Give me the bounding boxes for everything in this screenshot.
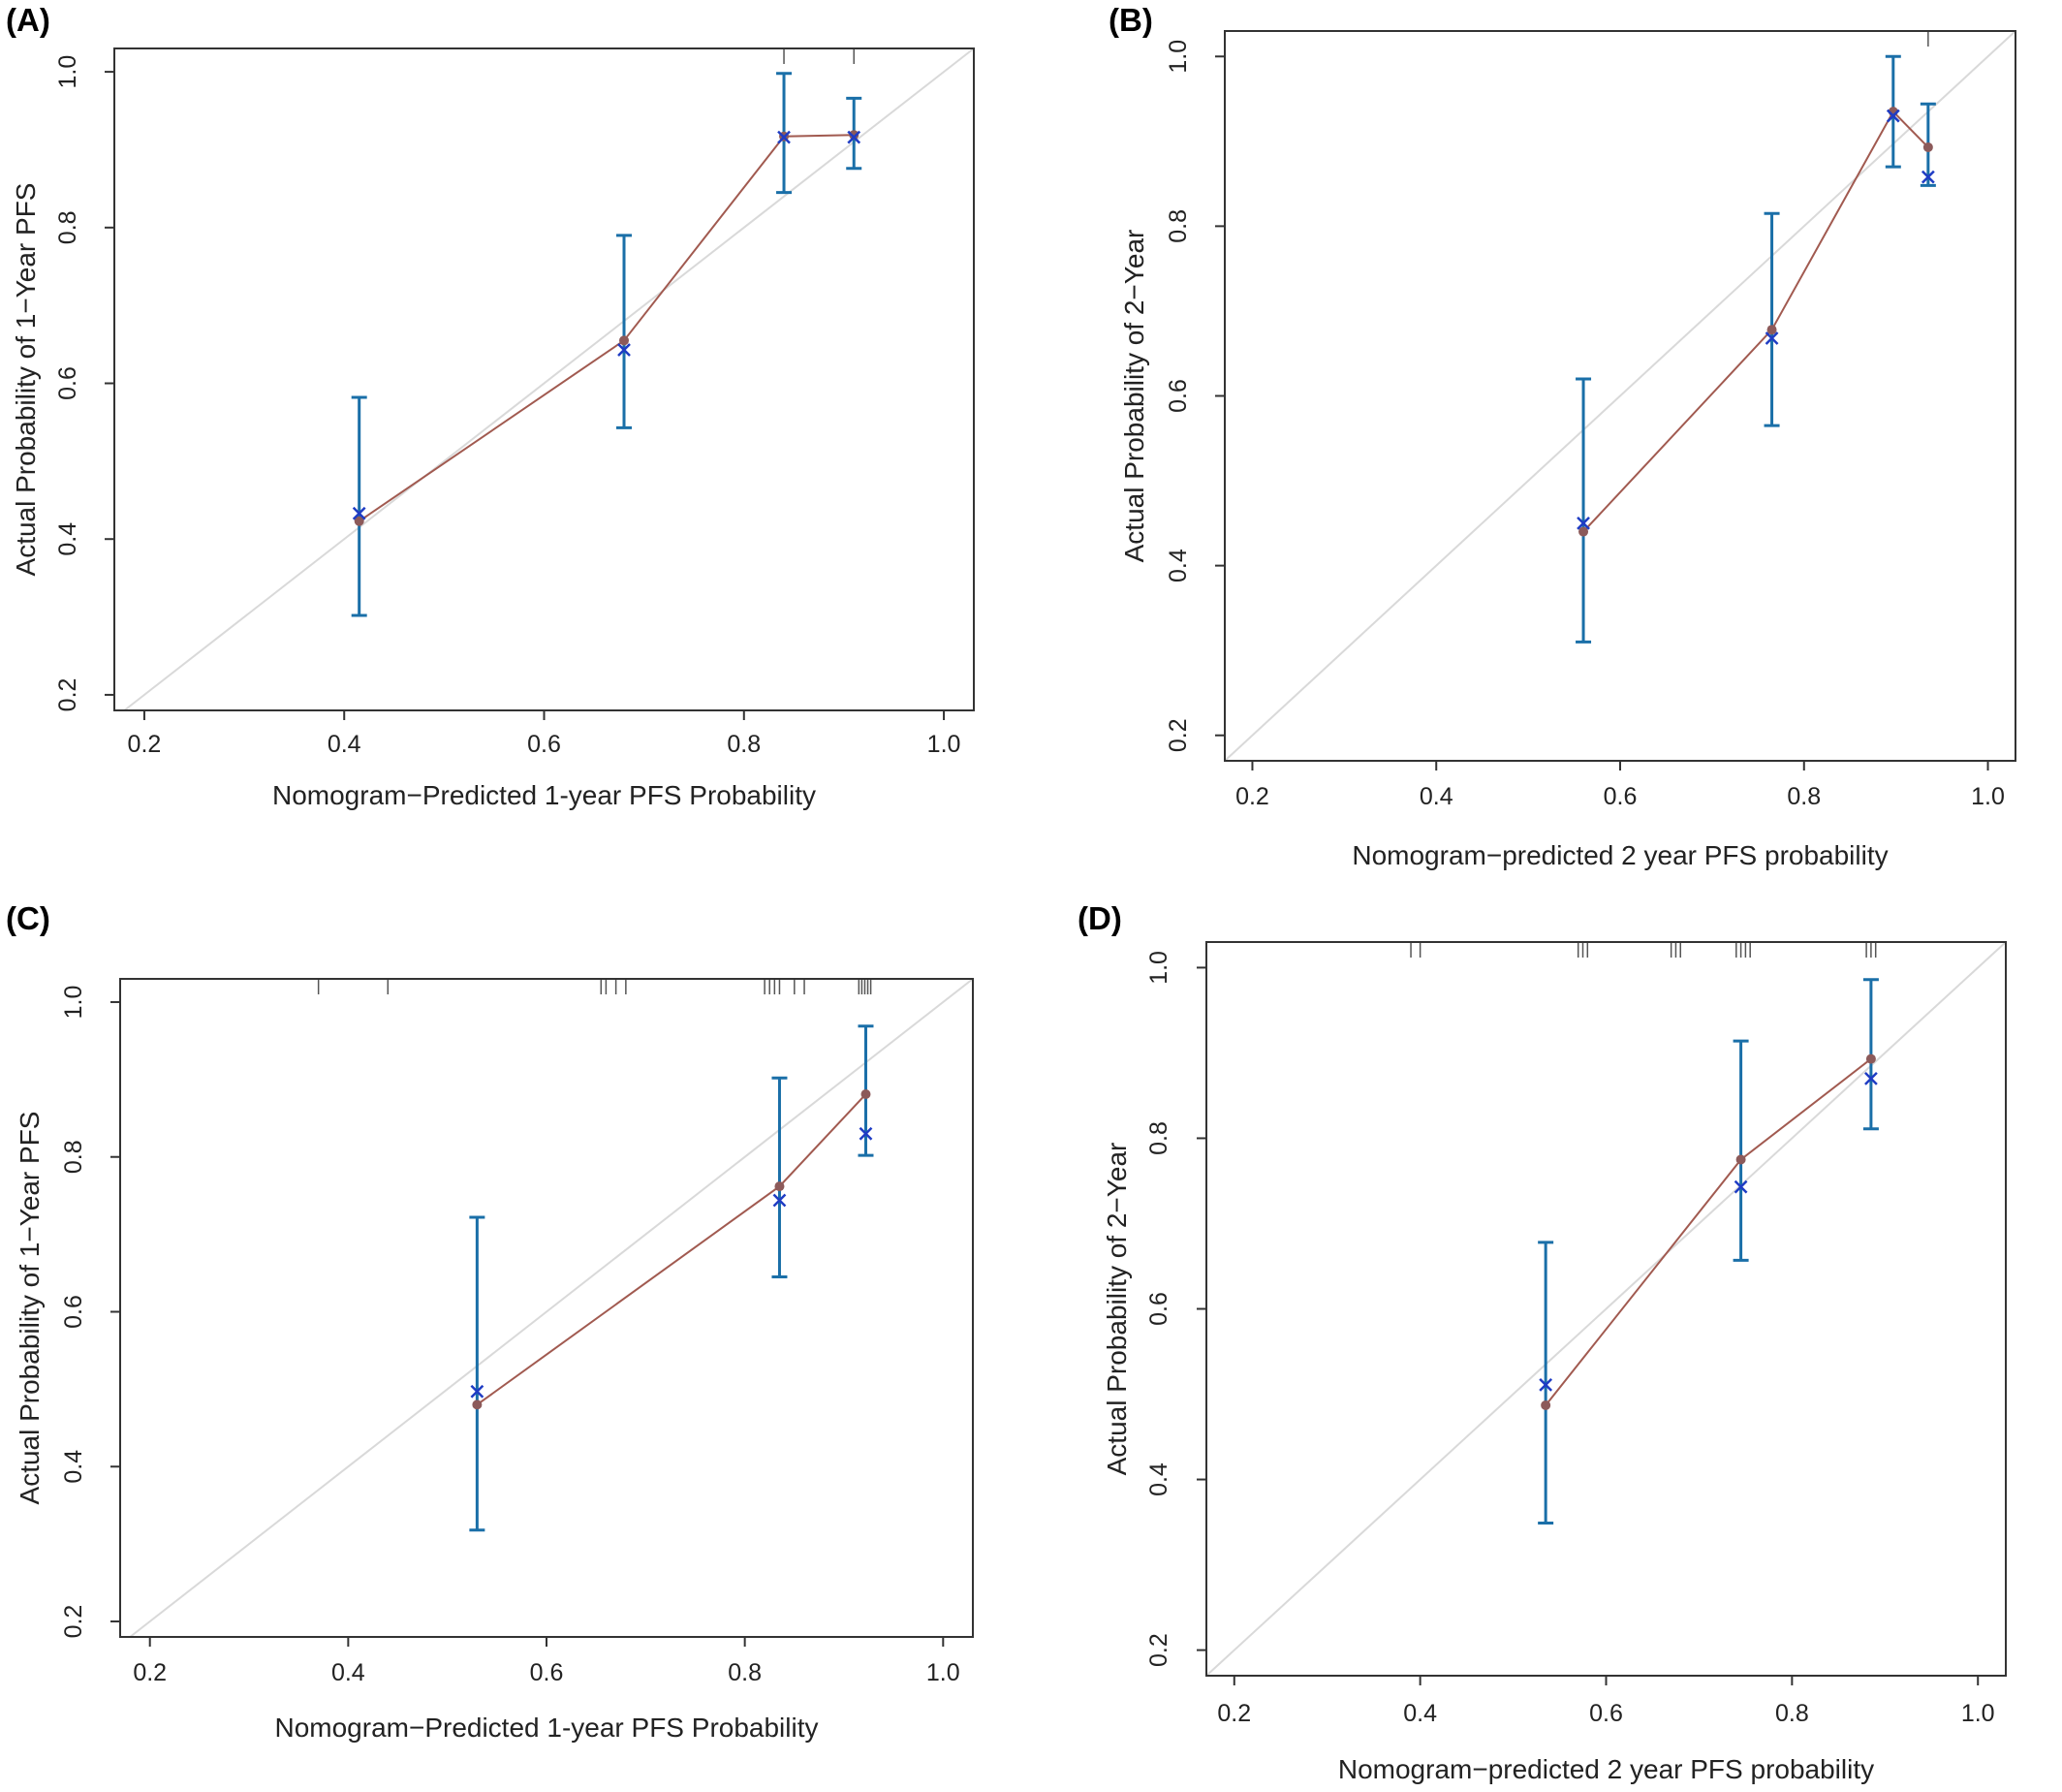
y-tick-label: 0.6 bbox=[54, 366, 81, 400]
x-tick-label: 0.4 bbox=[331, 1659, 365, 1686]
y-tick-label: 0.8 bbox=[1165, 209, 1192, 243]
observed-calibration-line bbox=[1582, 110, 1929, 533]
ideal-diagonal-line bbox=[123, 47, 975, 711]
observed-point bbox=[1766, 325, 1777, 335]
bias-corrected-marker bbox=[772, 1193, 787, 1208]
y-axis-label: Actual Probability of 1−Year PFS bbox=[15, 1112, 45, 1505]
bias-corrected-marker bbox=[1864, 1071, 1878, 1085]
observed-point bbox=[1578, 526, 1589, 537]
y-tick-label: 0.6 bbox=[1145, 1292, 1172, 1326]
observed-point bbox=[1922, 141, 1933, 152]
x-tick-label: 0.8 bbox=[727, 731, 761, 758]
chart-b: (B) 0.2 0.4 0.6 0.8 1.0 0.2 0.4 0.6 0.8 1.0 Nomogra… bbox=[1109, 2, 2016, 870]
y-tick-label: 0.4 bbox=[1165, 549, 1192, 582]
x-tick-label: 0.2 bbox=[1235, 783, 1269, 810]
y-tick-label: 0.2 bbox=[1165, 718, 1192, 752]
observed-point bbox=[354, 516, 364, 526]
panel-letter: (A) bbox=[6, 2, 50, 38]
observed-point bbox=[619, 335, 630, 346]
x-tick-label: 0.6 bbox=[527, 731, 561, 758]
x-tick-label: 1.0 bbox=[1961, 1700, 1995, 1727]
y-tick-label: 1.0 bbox=[60, 986, 87, 1020]
x-tick-label: 0.2 bbox=[1217, 1700, 1251, 1727]
y-axis-label: Actual Probability of 2−Year bbox=[1102, 1143, 1132, 1476]
y-tick-label: 0.2 bbox=[54, 678, 81, 712]
x-tick-label: 0.8 bbox=[728, 1659, 762, 1686]
x-tick-label: 0.6 bbox=[1604, 783, 1638, 810]
x-tick-label: 1.0 bbox=[926, 1659, 960, 1686]
observed-point bbox=[849, 130, 859, 141]
panel-c: (C) 0.2 0.4 0.6 0.8 1.0 0.2 0.4 0.6 0.8 1.0 Nomogra… bbox=[0, 896, 1031, 1792]
x-tick-label: 0.8 bbox=[1787, 783, 1821, 810]
bias-corrected-marker bbox=[777, 130, 791, 144]
bias-corrected-marker bbox=[1734, 1179, 1748, 1194]
observed-calibration-line bbox=[359, 134, 855, 522]
y-axis-label: Actual Probability of 1−Year PFS bbox=[11, 183, 41, 577]
observed-point bbox=[472, 1399, 483, 1410]
y-tick-label: 1.0 bbox=[1145, 951, 1172, 985]
bias-corrected-marker bbox=[1765, 331, 1779, 345]
y-tick-label: 0.6 bbox=[60, 1295, 87, 1329]
ideal-diagonal-line bbox=[1224, 30, 2016, 762]
observed-calibration-line bbox=[476, 1093, 867, 1406]
x-axis-label: Nomogram−predicted 2 year PFS probabilit… bbox=[1338, 1754, 1874, 1784]
panel-letter: (B) bbox=[1109, 2, 1153, 38]
chart-d: (D) 0.2 0.4 0.6 0.8 1.0 0.2 0.4 0.6 0.8 1.0 Nomogra… bbox=[1078, 900, 2007, 1784]
x-axis-label: Nomogram−Predicted 1-year PFS Probabilit… bbox=[274, 1713, 818, 1743]
chart-c: (C) 0.2 0.4 0.6 0.8 1.0 0.2 0.4 0.6 0.8 1.0 Nomogra… bbox=[6, 900, 974, 1743]
x-tick-label: 0.2 bbox=[128, 731, 162, 758]
observed-point bbox=[774, 1181, 785, 1192]
y-tick-label: 1.0 bbox=[54, 55, 81, 89]
bias-corrected-marker bbox=[470, 1384, 484, 1399]
observed-point bbox=[1541, 1399, 1551, 1410]
x-tick-label: 1.0 bbox=[1971, 783, 2005, 810]
x-tick-label: 0.6 bbox=[530, 1659, 564, 1686]
y-tick-label: 0.4 bbox=[60, 1450, 87, 1484]
y-tick-label: 0.8 bbox=[60, 1140, 87, 1174]
x-tick-label: 1.0 bbox=[927, 731, 961, 758]
panel-letter: (D) bbox=[1078, 900, 1122, 936]
y-axis-label: Actual Probability of 2−Year bbox=[1119, 230, 1149, 563]
panel-d: (D) 0.2 0.4 0.6 0.8 1.0 0.2 0.4 0.6 0.8 1.0 Nomogra… bbox=[1031, 896, 2062, 1792]
bias-corrected-marker bbox=[1921, 170, 1935, 184]
panel-letter: (C) bbox=[6, 900, 50, 936]
x-tick-label: 0.4 bbox=[1420, 783, 1453, 810]
bias-corrected-marker bbox=[1886, 109, 1900, 123]
x-axis-label: Nomogram−predicted 2 year PFS probabilit… bbox=[1352, 840, 1888, 870]
x-tick-label: 0.8 bbox=[1775, 1700, 1809, 1727]
y-tick-label: 0.2 bbox=[1145, 1633, 1172, 1667]
x-axis-label: Nomogram−Predicted 1-year PFS Probabilit… bbox=[272, 780, 816, 810]
bias-corrected-marker bbox=[1539, 1377, 1553, 1392]
bias-corrected-marker bbox=[352, 506, 366, 520]
observed-point bbox=[1865, 1053, 1876, 1064]
y-tick-label: 1.0 bbox=[1165, 40, 1192, 74]
y-tick-label: 0.6 bbox=[1165, 379, 1192, 413]
panel-a: (A) 0.2 0.4 0.6 0.8 1.0 0.2 0.4 0.6 0.8 1.0 Nomogra… bbox=[0, 0, 1031, 892]
y-tick-label: 0.2 bbox=[60, 1605, 87, 1639]
y-tick-label: 0.8 bbox=[1145, 1121, 1172, 1155]
bias-corrected-marker bbox=[1577, 516, 1590, 530]
bias-corrected-marker bbox=[847, 130, 861, 144]
x-tick-label: 0.2 bbox=[133, 1659, 167, 1686]
y-tick-label: 0.4 bbox=[1145, 1462, 1172, 1496]
bias-corrected-marker bbox=[859, 1126, 873, 1141]
observed-point bbox=[1735, 1154, 1746, 1165]
observed-point bbox=[860, 1089, 871, 1100]
chart-a: (A) 0.2 0.4 0.6 0.8 1.0 0.2 0.4 0.6 0.8 1.0 Nomogra… bbox=[6, 2, 975, 810]
x-tick-label: 0.6 bbox=[1589, 1700, 1623, 1727]
bias-corrected-marker bbox=[617, 343, 631, 357]
x-tick-label: 0.4 bbox=[1403, 1700, 1437, 1727]
panel-b: (B) 0.2 0.4 0.6 0.8 1.0 0.2 0.4 0.6 0.8 1.0 Nomogra… bbox=[1031, 0, 2062, 892]
y-tick-label: 0.4 bbox=[54, 522, 81, 556]
ideal-diagonal-line bbox=[129, 978, 974, 1638]
x-tick-label: 0.4 bbox=[328, 731, 361, 758]
y-tick-label: 0.8 bbox=[54, 210, 81, 244]
ideal-diagonal-line bbox=[1205, 941, 2007, 1677]
